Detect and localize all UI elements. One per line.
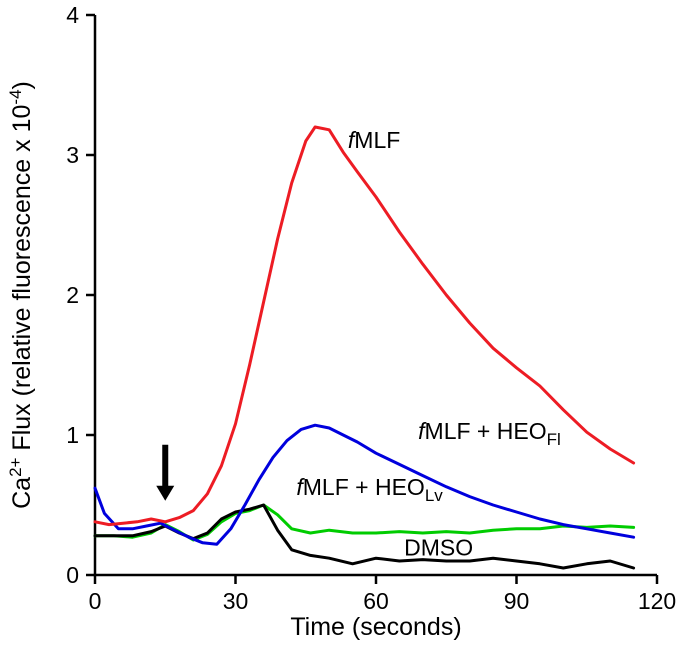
series-line-DMSO [93, 503, 636, 570]
series-line-fMLF-HEOFl [93, 423, 636, 546]
x-tick-label: 120 [638, 588, 676, 614]
y-tick-label: 4 [66, 2, 79, 28]
y-tick-label: 2 [66, 282, 79, 308]
y-axis-title: Ca2+ Flux (relative fluorescence x 10-4) [6, 81, 36, 509]
label-fMLF-HEOFl: fMLF + HEOFl [418, 418, 561, 449]
x-tick-label: 90 [504, 588, 530, 614]
y-tick-label: 3 [66, 142, 79, 168]
x-axis-title: Time (seconds) [290, 613, 461, 641]
series-line-fMLF [93, 125, 636, 527]
x-tick-label: 60 [363, 588, 389, 614]
y-tick-label: 1 [66, 422, 79, 448]
x-tick-label: 30 [223, 588, 249, 614]
stimulus-arrow-head [156, 485, 175, 501]
label-DMSO: DMSO [404, 534, 473, 560]
label-fMLF-HEOLv: fMLF + HEOLv [296, 474, 443, 505]
label-fMLF: fMLF [348, 127, 400, 153]
x-tick-label: 0 [89, 588, 102, 614]
y-tick-label: 0 [66, 562, 79, 588]
